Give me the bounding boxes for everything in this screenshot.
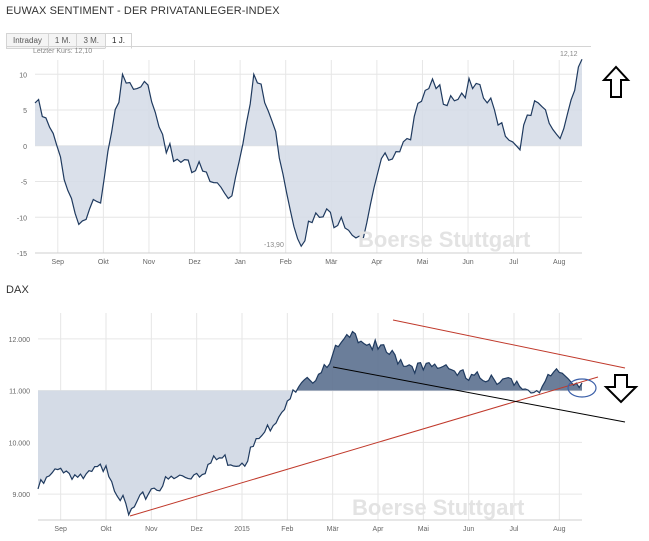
x-tick-label: Mai [418,526,430,533]
min-value-marker: -13,90 [264,242,284,249]
x-tick-label: Feb [281,526,293,533]
y-tick-label: 9.000 [12,492,30,499]
x-tick-label: Sep [54,526,67,533]
tab-3m[interactable]: 3 M. [76,33,106,49]
timeframe-tabs: Intraday 1 M. 3 M. 1 J. [6,33,132,49]
x-tick-label: Nov [145,526,158,533]
end-value-marker: 12,12 [560,51,578,58]
x-tick-label: Dez [188,259,201,266]
y-tick-label: -10 [17,215,27,222]
x-tick-label: Apr [373,526,385,533]
y-tick-label: -5 [21,180,27,187]
x-tick-label: Jun [462,259,473,266]
x-tick-label: Okt [101,526,112,533]
x-tick-label: Jun [463,526,474,533]
x-tick-label: Dez [190,526,203,533]
x-tick-label: Mär [325,259,338,266]
x-tick-label: Apr [371,259,383,266]
tab-1m[interactable]: 1 M. [47,33,77,49]
x-tick-label: Aug [553,526,566,533]
x-tick-label: Jan [234,259,245,266]
down-arrow-icon [603,374,639,404]
black-trendline [332,366,626,423]
resistance-trendline [392,319,626,369]
y-tick-label: 10.000 [9,440,31,447]
area-above-baseline [38,331,582,391]
tab-underline [6,46,591,47]
x-tick-label: Okt [98,259,109,266]
x-tick-label: Mär [327,526,340,533]
y-tick-label: -15 [17,251,27,258]
x-tick-label: Nov [143,259,156,266]
chart2-title: DAX [6,284,29,296]
support-trendline [129,376,599,517]
y-tick-label: 11.000 [9,389,30,396]
tab-intraday[interactable]: Intraday [6,33,48,49]
x-tick-label: Sep [52,259,65,266]
x-tick-label: Mai [417,259,429,266]
watermark: Boerse Stuttgart [358,227,531,252]
y-tick-label: 0 [23,144,27,151]
x-tick-label: Feb [280,259,292,266]
x-tick-label: Jul [509,259,518,266]
y-tick-label: 10 [19,72,27,79]
series-line [37,330,583,517]
x-tick-label: 2015 [234,526,250,533]
series-line [34,59,583,248]
area-below-baseline [38,390,541,515]
chart1-title: EUWAX SENTIMENT - DER PRIVATANLEGER-INDE… [6,5,280,17]
y-tick-label: 5 [23,108,27,115]
tab-1y[interactable]: 1 J. [105,33,132,49]
x-tick-label: Jul [510,526,519,533]
highlight-circle [567,378,597,398]
watermark: Boerse Stuttgart [352,495,525,520]
last-value-label: Letzter Kurs: 12,10 [33,48,92,55]
area-fill [35,59,582,247]
x-tick-label: Aug [553,259,566,266]
dax-chart: 12.000 11.000 10.000 9.000 Sep Okt Nov Dez 2015 F… [9,313,626,533]
up-arrow-icon [601,65,631,98]
sentiment-chart: 10 5 0 -5 -10 -15 Sep Okt Nov Dez Jan Feb Mär Apr Mai J… [17,48,583,266]
y-tick-label: 12.000 [9,337,31,344]
